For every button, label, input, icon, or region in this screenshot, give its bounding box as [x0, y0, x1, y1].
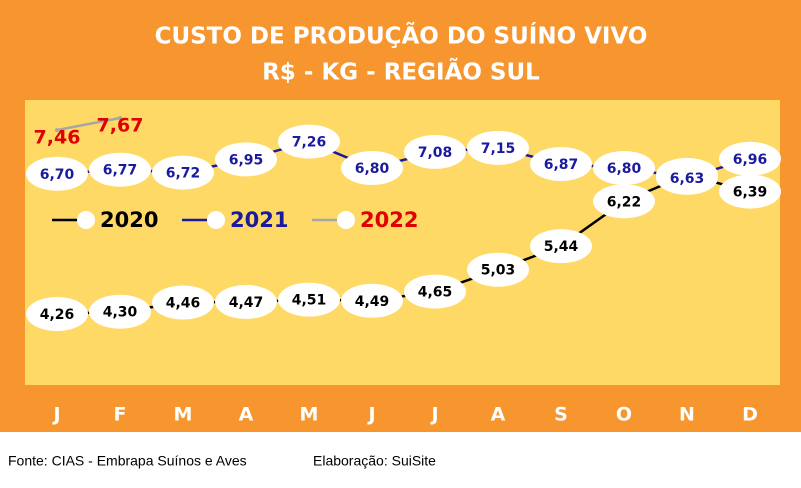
data-label: 5,03 — [481, 263, 516, 279]
credit: Elaboração: SuiSite — [313, 453, 436, 469]
x-tick-label: M — [174, 404, 193, 426]
data-label: 6,80 — [355, 161, 390, 177]
point-marker — [118, 116, 122, 120]
chart-title: CUSTO DE PRODUÇÃO DO SUÍNO VIVO — [155, 22, 648, 50]
data-label: 6,70 — [40, 167, 75, 183]
legend-marker — [337, 211, 355, 229]
point-marker — [530, 146, 592, 181]
point-marker — [467, 130, 529, 165]
legend-marker — [207, 211, 225, 229]
legend-marker — [77, 211, 95, 229]
point-marker — [215, 142, 277, 177]
x-tick-label: D — [742, 404, 758, 426]
legend-label: 2022 — [360, 208, 418, 232]
x-tick-label: S — [554, 404, 568, 426]
data-label: 6,22 — [607, 194, 642, 210]
point-marker — [467, 252, 529, 287]
point-marker — [719, 141, 781, 176]
data-label: 5,44 — [544, 239, 579, 255]
data-label: 7,08 — [418, 145, 453, 161]
data-label: 7,15 — [481, 141, 516, 157]
point-marker — [530, 229, 592, 264]
data-label: 6,72 — [166, 166, 201, 182]
x-tick-label: J — [429, 404, 438, 426]
plot-area — [25, 100, 780, 385]
legend-label: 2021 — [230, 208, 288, 232]
x-tick-label: J — [51, 404, 60, 426]
point-marker — [89, 152, 151, 187]
data-label: 4,26 — [40, 307, 75, 323]
x-tick-label: M — [300, 404, 319, 426]
x-tick-label: A — [239, 404, 254, 426]
data-label: 6,63 — [670, 171, 705, 187]
point-marker — [26, 156, 88, 191]
point-marker — [593, 151, 655, 186]
point-marker — [656, 160, 718, 195]
x-tick-label: J — [366, 404, 375, 426]
data-label: 4,65 — [418, 285, 453, 301]
data-label: 7,26 — [292, 135, 327, 151]
source: Fonte: CIAS - Embrapa Suínos e Aves — [8, 453, 247, 469]
point-marker — [341, 151, 403, 186]
data-label: 6,96 — [733, 152, 768, 168]
point-marker — [26, 297, 88, 331]
data-label: 4,51 — [292, 293, 327, 309]
x-tick-label: F — [114, 404, 127, 426]
x-tick-label: A — [491, 404, 506, 426]
data-label: 6,95 — [229, 152, 264, 168]
point-marker — [152, 155, 214, 190]
point-marker — [278, 282, 340, 317]
data-label: 6,77 — [103, 163, 138, 179]
point-marker — [593, 184, 655, 219]
point-marker — [278, 124, 340, 159]
data-label: 6,87 — [544, 157, 579, 173]
point-marker — [152, 285, 214, 320]
data-label: 4,47 — [229, 295, 264, 311]
point-marker — [55, 128, 59, 133]
data-label: 6,80 — [607, 161, 642, 177]
data-label: 4,30 — [103, 305, 138, 321]
point-marker — [404, 134, 466, 169]
data-label: 7,46 — [34, 127, 81, 149]
x-tick-label: O — [616, 404, 632, 426]
point-marker — [719, 174, 781, 209]
data-label: 7,67 — [97, 115, 144, 137]
point-marker — [215, 284, 277, 319]
point-marker — [404, 274, 466, 309]
point-marker — [341, 283, 403, 318]
data-label: 4,46 — [166, 296, 201, 312]
data-label: 6,39 — [733, 185, 768, 201]
data-label: 4,49 — [355, 294, 390, 310]
x-tick-label: N — [679, 404, 695, 426]
chart-subtitle: R$ - KG - REGIÃO SUL — [262, 58, 540, 86]
point-marker — [89, 294, 151, 329]
series-line — [56, 116, 121, 132]
legend-label: 2020 — [100, 208, 158, 232]
